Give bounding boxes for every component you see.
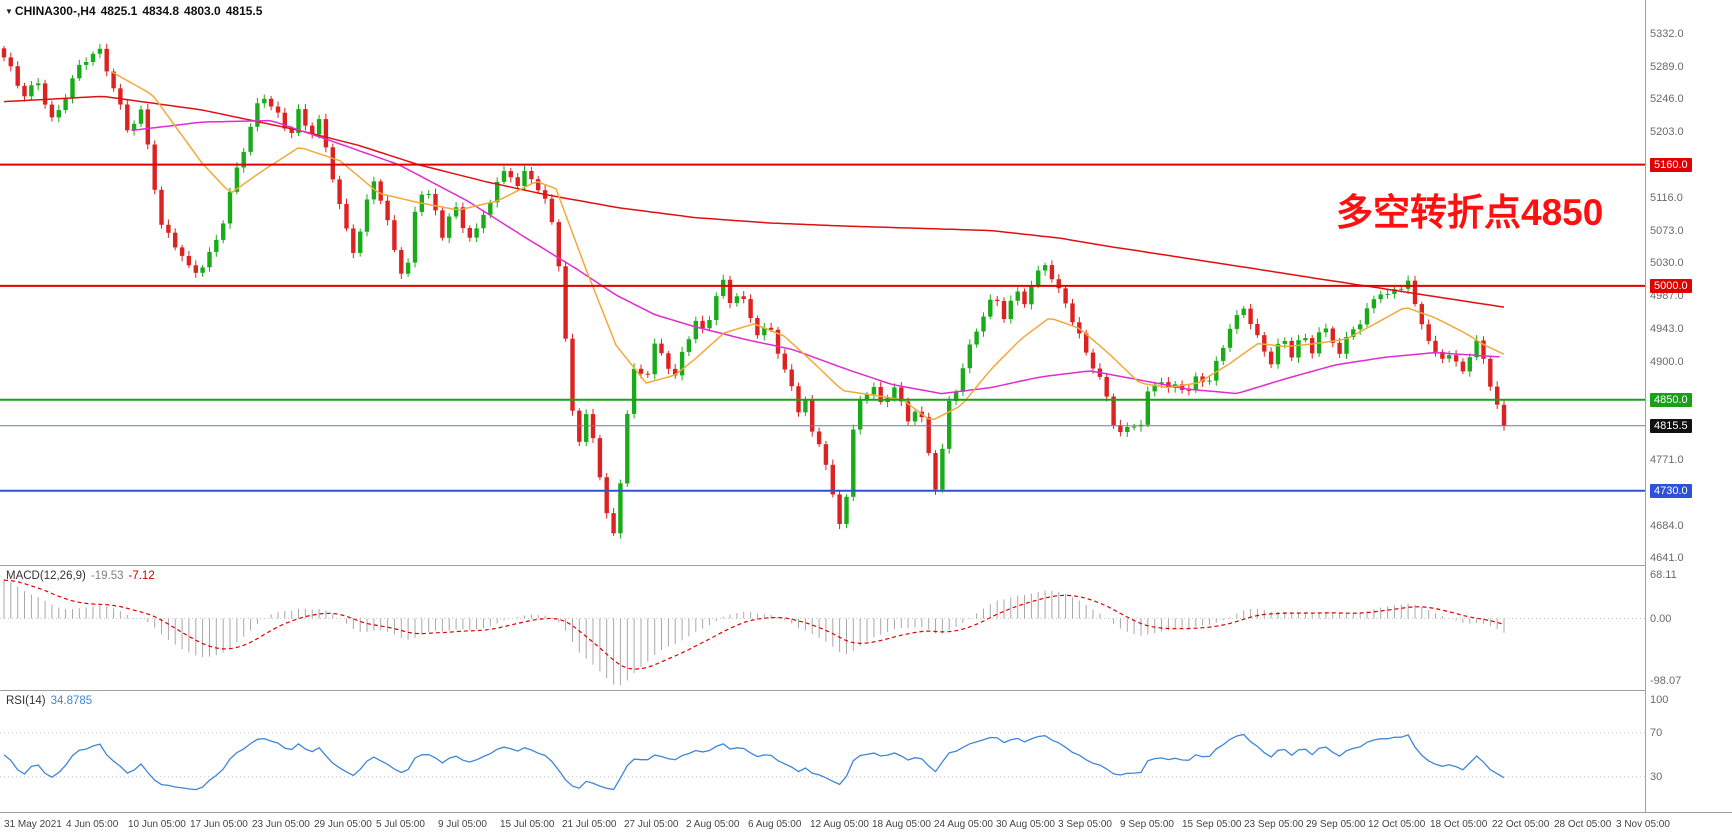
axis-tick-label: 0.00 bbox=[1650, 613, 1672, 625]
chart-annotation-text[interactable]: 多空转折点4850 bbox=[1336, 192, 1604, 233]
axis-tick-label: 5332.0 bbox=[1650, 28, 1684, 40]
time-tick-label: 3 Nov 05:00 bbox=[1616, 819, 1670, 830]
time-tick-label: 15 Sep 05:00 bbox=[1182, 819, 1242, 830]
time-tick-label: 2 Aug 05:00 bbox=[686, 819, 740, 830]
ohlc-close-value: 4815.5 bbox=[225, 4, 263, 18]
price-badge: 4815.5 bbox=[1650, 419, 1692, 433]
axis-tick-label: 4771.0 bbox=[1650, 454, 1684, 466]
macd-name: MACD(12,26,9) bbox=[6, 570, 86, 582]
rsi-indicator-label: RSI(14) 34.8785 bbox=[6, 695, 92, 707]
time-tick-label: 29 Jun 05:00 bbox=[314, 819, 372, 830]
price-axis[interactable]: 5332.0 5289.0 5246.0 5203.0 5116.0 5073.0 5030… bbox=[1646, 0, 1732, 812]
price-badge: 5160.0 bbox=[1650, 158, 1692, 172]
axis-tick-label: 5289.0 bbox=[1650, 61, 1684, 73]
axis-tick-label: 4987.0 bbox=[1650, 290, 1684, 302]
time-tick-label: 24 Aug 05:00 bbox=[934, 819, 993, 830]
time-tick-label: 29 Sep 05:00 bbox=[1306, 819, 1366, 830]
time-tick-label: 12 Aug 05:00 bbox=[810, 819, 869, 830]
axis-tick-label: 30 bbox=[1650, 771, 1663, 783]
rsi-value: 34.8785 bbox=[50, 695, 93, 707]
time-tick-label: 6 Aug 05:00 bbox=[748, 819, 802, 830]
time-tick-label: 10 Jun 05:00 bbox=[128, 819, 186, 830]
rsi-name: RSI(14) bbox=[6, 695, 46, 707]
axis-tick-label: 100 bbox=[1650, 694, 1669, 706]
time-tick-label: 23 Sep 05:00 bbox=[1244, 819, 1304, 830]
axis-tick-label: 4684.0 bbox=[1650, 520, 1684, 532]
time-tick-label: 15 Jul 05:00 bbox=[500, 819, 555, 830]
time-tick-label: 3 Sep 05:00 bbox=[1058, 819, 1112, 830]
time-tick-label: 18 Aug 05:00 bbox=[872, 819, 931, 830]
time-tick-label: 27 Jul 05:00 bbox=[624, 819, 679, 830]
ohlc-high-value: 4834.8 bbox=[142, 4, 180, 18]
ma-line-medium[interactable] bbox=[131, 119, 1500, 395]
axis-tick-label: 4641.0 bbox=[1650, 552, 1684, 564]
ohlc-open-value: 4825.1 bbox=[100, 4, 138, 18]
axis-tick-label: 5073.0 bbox=[1650, 225, 1684, 237]
price-badge: 4850.0 bbox=[1650, 393, 1692, 407]
chart-expander-icon[interactable]: ▼ bbox=[5, 7, 13, 16]
axis-tick-label: 68.11 bbox=[1650, 569, 1677, 581]
panel-separator[interactable] bbox=[0, 565, 1732, 566]
time-tick-label: 23 Jun 05:00 bbox=[252, 819, 310, 830]
symbol-timeframe-label: CHINA300-,H4 bbox=[14, 4, 96, 18]
macd-panel[interactable] bbox=[0, 566, 1645, 690]
time-tick-label: 4 Jun 05:00 bbox=[66, 819, 119, 830]
time-tick-label: 22 Oct 05:00 bbox=[1492, 819, 1550, 830]
price-badge: 4730.0 bbox=[1650, 484, 1692, 498]
panel-separator bbox=[0, 812, 1732, 813]
price-axis-separator bbox=[1645, 0, 1646, 812]
time-tick-label: 17 Jun 05:00 bbox=[190, 819, 248, 830]
axis-tick-label: -98.07 bbox=[1650, 675, 1682, 687]
main-price-panel[interactable] bbox=[0, 0, 1645, 565]
time-tick-label: 5 Jul 05:00 bbox=[376, 819, 425, 830]
time-tick-label: 30 Aug 05:00 bbox=[996, 819, 1055, 830]
macd-signal-value: -7.12 bbox=[128, 570, 155, 582]
rsi-line bbox=[3, 733, 1505, 791]
panel-separator[interactable] bbox=[0, 690, 1732, 691]
time-tick-label: 12 Oct 05:00 bbox=[1368, 819, 1426, 830]
time-tick-label: 9 Jul 05:00 bbox=[438, 819, 487, 830]
macd-histogram bbox=[3, 578, 1505, 686]
axis-tick-label: 5246.0 bbox=[1650, 93, 1684, 105]
macd-indicator-label: MACD(12,26,9) -19.53 -7.12 bbox=[6, 570, 155, 582]
time-tick-label: 9 Sep 05:00 bbox=[1120, 819, 1174, 830]
axis-tick-label: 4943.0 bbox=[1650, 323, 1684, 335]
axis-tick-label: 5203.0 bbox=[1650, 126, 1684, 138]
axis-tick-label: 70 bbox=[1650, 727, 1663, 739]
axis-tick-label: 5030.0 bbox=[1650, 257, 1684, 269]
axis-tick-label: 5116.0 bbox=[1650, 192, 1683, 204]
axis-tick-label: 4900.0 bbox=[1650, 356, 1684, 368]
rsi-panel[interactable] bbox=[0, 691, 1645, 812]
time-tick-label: 21 Jul 05:00 bbox=[562, 819, 617, 830]
time-axis[interactable]: 31 May 2021 4 Jun 05:00 10 Jun 05:00 17 Jun… bbox=[0, 813, 1732, 838]
time-tick-label: 28 Oct 05:00 bbox=[1554, 819, 1612, 830]
macd-signal-line bbox=[3, 579, 1505, 670]
candles[interactable] bbox=[1, 43, 1507, 539]
price-badge: 5000.0 bbox=[1650, 279, 1692, 293]
macd-main-value: -19.53 bbox=[90, 570, 124, 582]
time-tick-label: 18 Oct 05:00 bbox=[1430, 819, 1488, 830]
ohlc-low-value: 4803.0 bbox=[184, 4, 221, 18]
symbol-title-bar: ▼ CHINA300-,H4 4825.1 4834.8 4803.0 4815.5 bbox=[5, 4, 267, 18]
time-tick-label: 31 May 2021 bbox=[4, 819, 62, 830]
